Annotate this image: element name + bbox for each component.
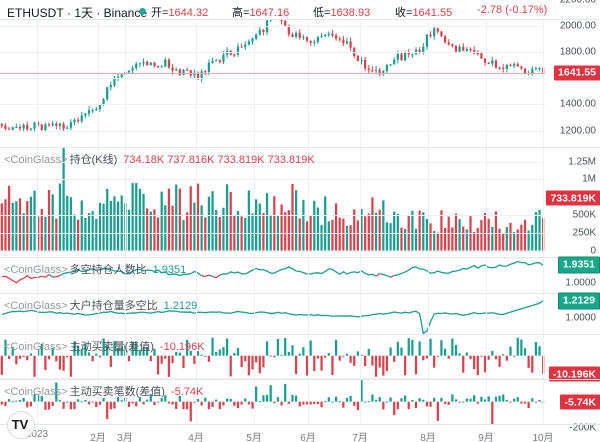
svg-text:TV: TV xyxy=(12,417,29,432)
